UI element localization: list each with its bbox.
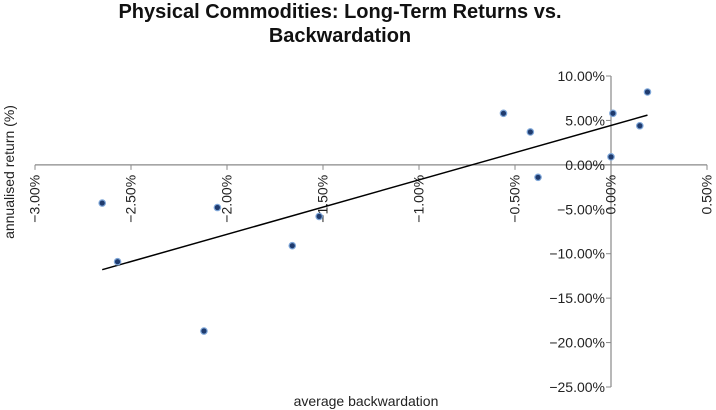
- trendline-group: [101, 114, 648, 271]
- tick-labels: −3.00% −2.50% −2.00% −1.50% −1.00% −0.50% 0.00…: [27, 68, 715, 395]
- x-tick-label: −3.00%: [27, 175, 43, 223]
- x-tick-label: 0.00%: [603, 175, 619, 215]
- x-tick-label: −2.00%: [219, 175, 235, 223]
- y-tick-label: 10.00%: [558, 68, 605, 84]
- y-tick-label: −10.00%: [549, 246, 605, 262]
- y-tick-label: −20.00%: [549, 335, 605, 351]
- axes: [34, 75, 708, 388]
- trendline: [101, 114, 648, 271]
- data-point: [635, 121, 644, 130]
- data-point: [315, 212, 323, 221]
- y-tick-label: −25.00%: [549, 379, 605, 395]
- x-tick-label: −0.50%: [507, 175, 523, 223]
- x-tick-label: −1.00%: [411, 175, 427, 223]
- data-point: [98, 199, 107, 207]
- chart-title-line-1: Physical Commodities: Long-Term Returns …: [118, 1, 561, 23]
- data-point: [609, 109, 617, 118]
- data-point: [200, 327, 208, 335]
- x-tick-label: −1.50%: [315, 175, 331, 223]
- data-point: [643, 88, 652, 96]
- chart-title-line-2: Backwardation: [269, 25, 411, 47]
- data-points: [98, 88, 652, 335]
- y-tick-label: −15.00%: [549, 290, 605, 306]
- data-point: [499, 109, 508, 118]
- x-tick-label: 0.50%: [699, 175, 715, 215]
- x-tick-label: −2.50%: [123, 175, 139, 223]
- data-point: [213, 203, 222, 212]
- data-point: [288, 241, 297, 250]
- data-point: [526, 128, 535, 136]
- y-tick-label: −5.00%: [557, 201, 605, 217]
- data-point: [534, 173, 542, 182]
- x-axis-label: average backwardation: [294, 393, 439, 409]
- y-tick-label: 5.00%: [565, 112, 605, 128]
- y-tick-label: 0.00%: [565, 157, 605, 173]
- data-point: [607, 153, 615, 161]
- y-axis-label: annualised return (%): [1, 105, 17, 239]
- data-point: [113, 257, 122, 266]
